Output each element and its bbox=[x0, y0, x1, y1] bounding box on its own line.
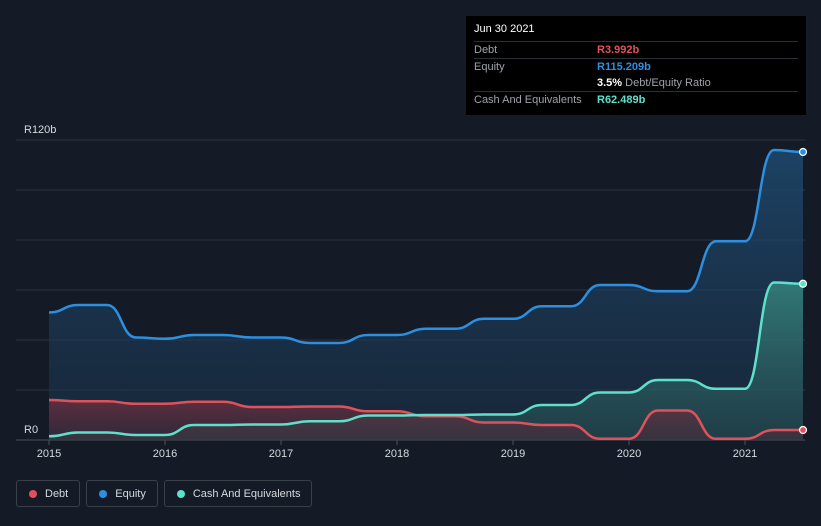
legend-item-debt[interactable]: Debt bbox=[16, 480, 81, 507]
legend-equity-label: Equity bbox=[115, 487, 146, 500]
tooltip-ratio-value: 3.5% bbox=[597, 77, 623, 89]
x-tick-label: 2021 bbox=[733, 448, 757, 460]
x-tick-label: 2015 bbox=[37, 448, 61, 460]
y-tick-label: R120b bbox=[24, 124, 56, 136]
tooltip-equity-label: Equity bbox=[474, 61, 505, 73]
tooltip-ratio-label: Debt/Equity Ratio bbox=[625, 77, 711, 89]
legend-equity-dot bbox=[99, 489, 108, 498]
tooltip-debt-value: R3.992b bbox=[597, 44, 640, 56]
legend-debt-label: Debt bbox=[45, 487, 69, 500]
tooltip-date: Jun 30 2021 bbox=[474, 23, 535, 35]
x-tick-label: 2017 bbox=[269, 448, 293, 460]
legend-cash-label: Cash And Equivalents bbox=[192, 487, 301, 500]
chart-legend: Debt Equity Cash And Equivalents bbox=[16, 480, 313, 507]
x-tick-label: 2019 bbox=[501, 448, 525, 460]
tooltip-debt-row: Debt R3.992b bbox=[474, 41, 798, 58]
x-tick-label: 2018 bbox=[385, 448, 409, 460]
equity-area bbox=[49, 150, 803, 440]
equity-end-point bbox=[798, 147, 808, 157]
legend-item-equity[interactable]: Equity bbox=[86, 480, 158, 507]
y-tick-label: R0 bbox=[24, 424, 38, 436]
tooltip-debt-label: Debt bbox=[474, 44, 498, 56]
tooltip-cash-label: Cash And Equivalents bbox=[474, 94, 582, 106]
cash-and-equivalents-end-point bbox=[798, 279, 808, 288]
x-tick-label: 2016 bbox=[153, 448, 177, 460]
equity-line bbox=[48, 148, 804, 345]
tooltip-panel: Jun 30 2021 Debt R3.992b Equity R115.209… bbox=[466, 16, 806, 115]
tooltip-cash-row: Cash And Equivalents R62.489b bbox=[474, 91, 798, 108]
x-tick-label: 2020 bbox=[617, 448, 641, 460]
legend-item-cash[interactable]: Cash And Equivalents bbox=[163, 480, 313, 507]
debt-area bbox=[49, 400, 803, 440]
legend-debt-dot bbox=[29, 489, 37, 498]
legend-cash-dot bbox=[176, 489, 185, 498]
cash-and-equivalents-area bbox=[49, 282, 803, 440]
tooltip-equity-value: R115.209b bbox=[597, 61, 651, 73]
tooltip-equity-row: Equity R115.209b bbox=[474, 58, 798, 75]
debt-line bbox=[48, 398, 803, 441]
tooltip-cash-value: R62.489b bbox=[597, 94, 646, 106]
cash-and-equivalents-line bbox=[48, 281, 804, 438]
tooltip-ratio-row: 3.5% Debt/Equity Ratio bbox=[474, 75, 798, 91]
debt-end-point bbox=[798, 425, 808, 435]
